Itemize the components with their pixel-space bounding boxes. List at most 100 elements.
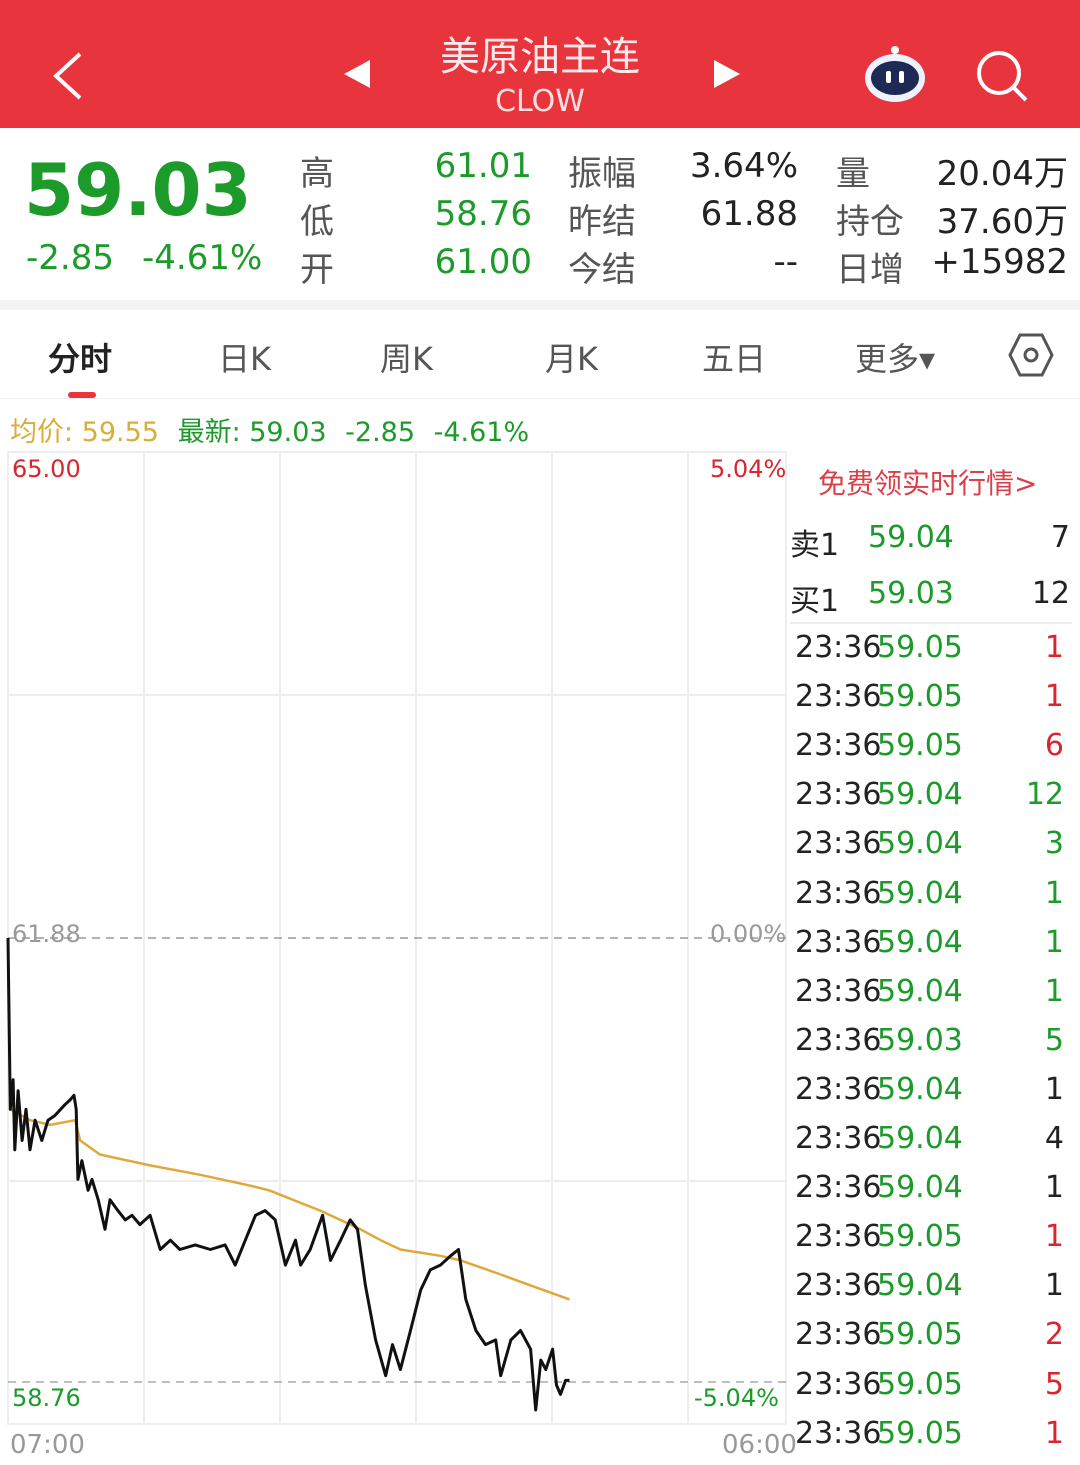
trade-volume: 1 bbox=[1044, 1170, 1064, 1206]
trade-volume: 2 bbox=[1044, 1317, 1064, 1353]
trade-volume: 1 bbox=[1044, 1071, 1064, 1107]
trade-price: 59.05 bbox=[877, 679, 963, 715]
trade-row: 23:36 59.05 1 bbox=[795, 630, 1070, 679]
page-title: 美原油主连 bbox=[440, 34, 640, 80]
trade-time: 23:36 bbox=[795, 679, 882, 715]
quote-field-value: 20.04万 bbox=[936, 154, 1068, 194]
quote-field-value: +15982 bbox=[931, 242, 1068, 282]
trade-price: 59.05 bbox=[877, 1366, 963, 1402]
quote-field-label: 昨结 bbox=[568, 202, 636, 242]
trade-row: 23:36 59.05 1 bbox=[795, 1416, 1070, 1465]
quote-field-value: 37.60万 bbox=[936, 202, 1068, 242]
latest-price: 最新: 59.03 bbox=[177, 417, 327, 448]
trade-row: 23:36 59.04 3 bbox=[795, 826, 1070, 875]
trade-time: 23:36 bbox=[795, 1366, 882, 1402]
intraday-chart[interactable] bbox=[0, 440, 790, 1463]
search-icon[interactable] bbox=[974, 48, 1030, 104]
trade-price: 59.05 bbox=[877, 728, 963, 764]
tab-more[interactable]: 更多▾ bbox=[855, 340, 936, 378]
quote-field-value: -- bbox=[773, 242, 798, 282]
trade-row: 23:36 59.04 1 bbox=[795, 1072, 1070, 1121]
trade-volume: 4 bbox=[1044, 1121, 1064, 1156]
trade-volume: 5 bbox=[1044, 1022, 1064, 1058]
trade-volume: 1 bbox=[1044, 875, 1064, 911]
x-tick-start: 07:00 bbox=[10, 1430, 85, 1460]
trade-volume: 1 bbox=[1044, 973, 1064, 1009]
trade-price: 59.04 bbox=[877, 973, 963, 1009]
trade-time: 23:36 bbox=[795, 1317, 882, 1353]
quote-field-value: 3.64% bbox=[689, 146, 798, 186]
trade-time: 23:36 bbox=[795, 1415, 882, 1451]
x-tick-end: 06:00 bbox=[722, 1430, 797, 1460]
trade-price: 59.05 bbox=[877, 1415, 963, 1451]
triangle-left-icon[interactable] bbox=[340, 58, 372, 90]
trade-price: 59.05 bbox=[877, 1219, 963, 1255]
trade-price: 59.04 bbox=[877, 875, 963, 911]
pct-tick-top: 5.04% bbox=[710, 455, 787, 483]
active-tab-indicator bbox=[68, 392, 96, 398]
chevron-left-icon[interactable] bbox=[50, 50, 86, 102]
trade-time: 23:36 bbox=[795, 826, 882, 862]
trade-row: 23:36 59.04 12 bbox=[795, 777, 1070, 826]
hexagon-settings-icon[interactable] bbox=[1008, 332, 1054, 378]
tab-monthly-k[interactable]: 月K bbox=[545, 340, 598, 378]
trade-time: 23:36 bbox=[795, 875, 882, 911]
trade-price: 59.04 bbox=[877, 1121, 963, 1156]
average-price-line bbox=[9, 1108, 570, 1301]
trade-volume: 5 bbox=[1044, 1366, 1064, 1402]
pct-tick-bottom: -5.04% bbox=[694, 1384, 779, 1412]
quote-field-value: 61.88 bbox=[700, 194, 798, 234]
trade-row: 23:36 59.05 1 bbox=[795, 1219, 1070, 1268]
trade-price: 59.05 bbox=[877, 1317, 963, 1353]
tab-weekly-k[interactable]: 周K bbox=[380, 340, 433, 378]
divider bbox=[0, 398, 1080, 399]
price-change-pct: -4.61% bbox=[142, 238, 263, 278]
bid-label: 买1 bbox=[790, 584, 840, 619]
trade-volume: 12 bbox=[1025, 777, 1064, 813]
trade-time: 23:36 bbox=[795, 924, 882, 960]
trade-time: 23:36 bbox=[795, 1268, 882, 1304]
trade-row: 23:36 59.03 5 bbox=[795, 1023, 1070, 1072]
triangle-right-icon[interactable] bbox=[712, 58, 744, 90]
quote-field-label: 高 bbox=[300, 154, 334, 194]
trade-volume: 1 bbox=[1044, 1268, 1064, 1304]
tab-daily-k[interactable]: 日K bbox=[218, 340, 271, 378]
trade-row: 23:36 59.05 6 bbox=[795, 728, 1070, 777]
trade-price: 59.04 bbox=[877, 1170, 963, 1206]
robot-assistant-icon[interactable] bbox=[862, 44, 928, 104]
quote-field-label: 量 bbox=[836, 154, 870, 194]
y-tick-bottom: 58.76 bbox=[12, 1384, 81, 1412]
bid-volume: 12 bbox=[1031, 576, 1070, 611]
trade-row: 23:36 59.04 1 bbox=[795, 925, 1070, 974]
trade-row: 23:36 59.05 2 bbox=[795, 1317, 1070, 1366]
trade-row: 23:36 59.04 1 bbox=[795, 1170, 1070, 1219]
avg-price: 均价: 59.55 bbox=[10, 417, 159, 448]
ask-price: 59.04 bbox=[868, 520, 954, 555]
divider bbox=[0, 300, 1080, 310]
quote-field-label: 日增 bbox=[836, 250, 904, 290]
tab-five-day[interactable]: 五日 bbox=[702, 340, 767, 378]
trade-volume: 1 bbox=[1044, 679, 1064, 715]
trade-time: 23:36 bbox=[795, 728, 882, 764]
trade-time: 23:36 bbox=[795, 630, 882, 665]
trade-time: 23:36 bbox=[795, 1022, 882, 1058]
ask-volume: 7 bbox=[1050, 520, 1070, 555]
quote-field-value: 58.76 bbox=[434, 194, 532, 234]
divider bbox=[790, 622, 1072, 624]
trade-row: 23:36 59.04 1 bbox=[795, 974, 1070, 1023]
tab-intraday[interactable]: 分时 bbox=[48, 340, 113, 378]
realtime-quote-promo-link[interactable]: 免费领实时行情> bbox=[818, 467, 1038, 500]
trade-time: 23:36 bbox=[795, 777, 882, 813]
trade-time: 23:36 bbox=[795, 1170, 882, 1206]
y-tick-top: 65.00 bbox=[12, 455, 81, 483]
latest-change: -2.85 bbox=[345, 417, 416, 448]
last-price: 59.03 bbox=[24, 148, 252, 232]
trade-row: 23:36 59.05 1 bbox=[795, 679, 1070, 728]
price-change: -2.85 bbox=[26, 238, 114, 278]
y-tick-reference: 61.88 bbox=[12, 920, 81, 948]
contract-code: CLOW bbox=[495, 84, 585, 119]
quote-field-label: 振幅 bbox=[568, 154, 636, 194]
trade-price: 59.05 bbox=[877, 630, 963, 665]
quote-field-label: 开 bbox=[300, 250, 334, 290]
price-line bbox=[6, 937, 570, 1412]
